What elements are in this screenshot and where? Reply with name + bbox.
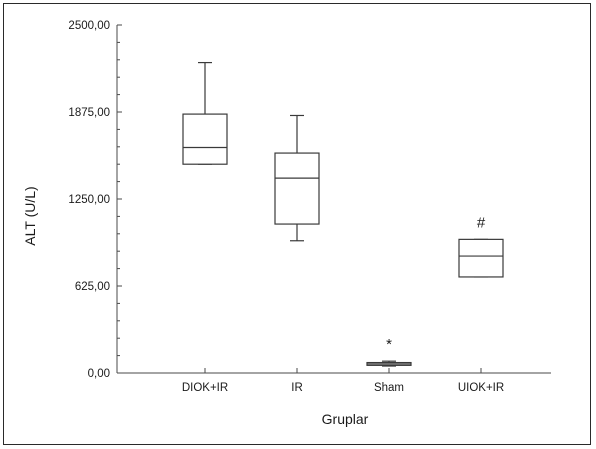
- box-diok-ir: [182, 61, 228, 165]
- y-axis: 0,00 625,00 1250,00 1875,00 2500,00: [68, 20, 122, 380]
- y-tick-label: 1250,00: [68, 194, 110, 206]
- x-tick-label: Sham: [374, 382, 404, 394]
- y-tick-label: 0,00: [88, 368, 110, 380]
- x-axis-title: Gruplar: [322, 411, 369, 427]
- box-body: [274, 152, 320, 225]
- significance-marker: #: [477, 214, 486, 231]
- box-series: *#: [182, 61, 504, 367]
- box-uiok-ir: #: [458, 214, 504, 278]
- x-tick-label: IR: [291, 382, 303, 394]
- chart-frame: 0,00 625,00 1250,00 1875,00 2500,00 DIOK+IR I…: [3, 3, 591, 445]
- x-tick-label: UIOK+IR: [458, 382, 504, 394]
- x-axis: DIOK+IR IR Sham UIOK+IR: [117, 368, 551, 394]
- y-tick-label: 2500,00: [68, 20, 110, 32]
- box-plot-chart: 0,00 625,00 1250,00 1875,00 2500,00 DIOK+IR I…: [22, 20, 551, 427]
- y-tick-label: 625,00: [75, 281, 110, 293]
- box-body: [458, 238, 504, 278]
- box-sham: *: [366, 336, 412, 367]
- significance-marker: *: [386, 336, 392, 353]
- box-ir: [274, 114, 320, 242]
- box-body: [182, 113, 228, 165]
- y-tick-label: 1875,00: [68, 107, 110, 119]
- x-tick-label: DIOK+IR: [182, 382, 228, 394]
- y-axis-title: ALT (U/L): [22, 186, 38, 245]
